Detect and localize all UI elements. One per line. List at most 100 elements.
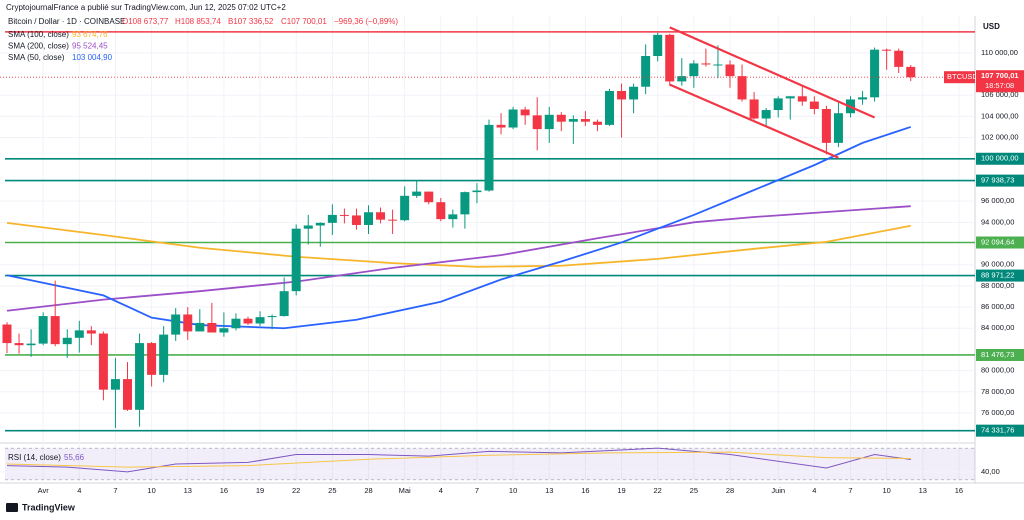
y-tick-label: 106 000,00	[981, 90, 1019, 99]
candle-body	[821, 108, 831, 143]
candle-body	[448, 214, 458, 220]
candle-body	[484, 124, 494, 191]
x-tick-label: 10	[509, 486, 517, 495]
trendline	[669, 83, 839, 159]
candle-body	[123, 379, 132, 410]
candle-body	[339, 214, 349, 216]
candle-body	[544, 114, 554, 130]
x-tick-label: 22	[654, 486, 662, 495]
level-tag	[976, 152, 1024, 165]
candle-body	[532, 115, 542, 130]
grid	[0, 16, 975, 483]
candle-body	[279, 291, 289, 317]
candle-body	[38, 316, 48, 344]
x-tick-label: 25	[328, 486, 336, 495]
rsi-line	[6, 447, 911, 473]
candle-body	[508, 109, 518, 128]
x-tick-label: Avr	[38, 486, 50, 495]
candle-body	[315, 222, 325, 226]
candle-body	[520, 109, 530, 116]
y-tick-label: 76 000,00	[981, 408, 1014, 417]
sma-line	[6, 126, 912, 330]
x-tick-label: 25	[690, 486, 698, 495]
candle-body	[267, 316, 277, 318]
rsi-tick-label: 40,00	[981, 467, 1000, 476]
level-label: 100 000,00	[981, 154, 1019, 163]
level-tag	[976, 348, 1024, 361]
candle-body	[135, 343, 145, 410]
ohlc-value: C107 700,01	[281, 17, 327, 26]
sma-line	[6, 205, 911, 312]
candle-body	[364, 212, 373, 225]
candle-body	[74, 330, 84, 338]
x-tick-label: 16	[581, 486, 589, 495]
candle-body	[183, 314, 193, 332]
level-tag	[976, 269, 1024, 282]
x-tick-label: 19	[256, 486, 264, 495]
y-tick-label: 104 000,00	[981, 111, 1019, 120]
credit: CryptojournalFrance a publié sur Trading…	[6, 3, 286, 12]
candle-body	[761, 110, 771, 119]
x-tick-label: 16	[220, 486, 228, 495]
ohlc-value: −969,36 (−0,89%)	[334, 17, 398, 26]
candle-body	[110, 379, 120, 390]
candle-body	[86, 330, 96, 334]
candle-body	[303, 225, 313, 229]
candle-body	[50, 316, 60, 345]
logo: TradingView	[6, 502, 76, 512]
legend-name: SMA (100, close)	[8, 30, 69, 39]
candle-body	[580, 119, 590, 122]
candle-body	[26, 343, 36, 346]
x-tick-label: 7	[113, 486, 117, 495]
candle-body	[327, 214, 337, 223]
chart-title: Bitcoin / Dollar · 1D · COINBASE	[8, 17, 125, 26]
ohlc-value: H108 853,74	[175, 17, 221, 26]
candle-body	[195, 322, 205, 332]
x-tick-label: 19	[617, 486, 625, 495]
x-tick-label: 28	[726, 486, 734, 495]
y-tick-label: 84 000,00	[981, 323, 1014, 332]
currency: USD	[983, 22, 1000, 31]
candle-body	[159, 334, 169, 375]
candle-body	[629, 86, 639, 100]
candle-body	[797, 96, 807, 102]
candle-body	[605, 90, 614, 125]
candle-body	[641, 56, 651, 87]
x-tick-label: 10	[882, 486, 890, 495]
countdown: 18:57:08	[985, 81, 1014, 90]
level-label: 88 971,22	[981, 271, 1014, 280]
level-tag	[976, 174, 1024, 187]
x-tick-label: Mai	[399, 486, 411, 495]
y-tick-label: 110 000,00	[981, 48, 1018, 57]
candle-body	[243, 318, 253, 324]
rsi-value: 55,66	[64, 453, 85, 462]
y-tick-label: 94 000,00	[981, 217, 1014, 226]
candle-body	[291, 228, 301, 292]
x-tick-label: 13	[545, 486, 553, 495]
candle-body	[665, 34, 675, 82]
y-tick-label: 88 000,00	[981, 281, 1014, 290]
x-tick-label: 13	[184, 486, 192, 495]
rsi-name: RSI (14, close)	[8, 453, 61, 462]
candle-body	[725, 64, 735, 77]
legend-name: SMA (200, close)	[8, 42, 69, 51]
candle-body	[833, 113, 843, 143]
legend-name: SMA (50, close)	[8, 53, 65, 62]
legend-value: 103 004,90	[72, 53, 113, 62]
x-tick-label: 16	[955, 486, 963, 495]
candle-body	[255, 317, 265, 324]
level-label: 97 938,73	[981, 176, 1014, 185]
rsi-line	[6, 451, 911, 468]
candle-body	[894, 50, 904, 67]
y-tick-label: 80 000,00	[981, 366, 1014, 375]
candle-body	[858, 97, 868, 100]
ohlc-value: O108 673,77	[122, 17, 169, 26]
candle-body	[785, 96, 795, 99]
candle-body	[713, 64, 723, 66]
candle-body	[568, 119, 578, 122]
x-tick-label: 7	[848, 486, 852, 495]
y-tick-label: 90 000,00	[981, 260, 1014, 269]
symbol-label: BTCUSD	[947, 72, 978, 81]
